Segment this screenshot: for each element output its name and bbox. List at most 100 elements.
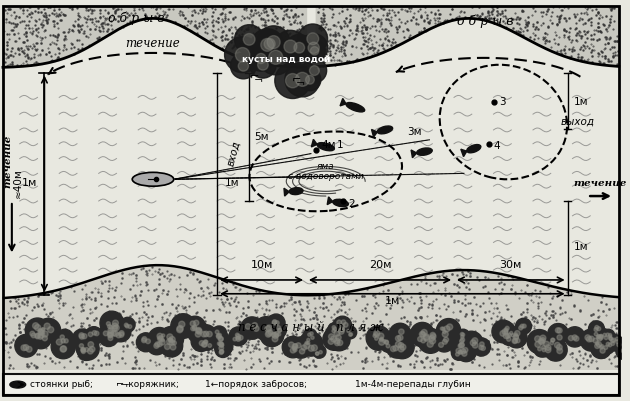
Circle shape (195, 325, 217, 347)
Circle shape (461, 333, 465, 336)
Circle shape (378, 333, 384, 339)
Circle shape (23, 344, 29, 350)
Circle shape (35, 324, 41, 331)
Circle shape (550, 341, 554, 345)
Circle shape (220, 344, 224, 347)
Circle shape (333, 327, 336, 331)
Circle shape (437, 324, 449, 336)
Circle shape (507, 327, 520, 339)
Text: 1м: 1м (573, 97, 588, 107)
Circle shape (191, 326, 195, 331)
Circle shape (60, 346, 66, 352)
Circle shape (502, 329, 508, 334)
Circle shape (592, 338, 606, 352)
Circle shape (538, 338, 544, 344)
Circle shape (307, 338, 310, 342)
Circle shape (108, 328, 113, 334)
Circle shape (515, 318, 532, 334)
Ellipse shape (377, 126, 392, 134)
Circle shape (33, 323, 38, 329)
Circle shape (89, 346, 95, 352)
Circle shape (589, 328, 609, 348)
Circle shape (100, 320, 122, 342)
Circle shape (606, 342, 610, 346)
Circle shape (472, 338, 478, 344)
Circle shape (274, 30, 307, 63)
Circle shape (323, 328, 345, 350)
Circle shape (231, 330, 245, 344)
Circle shape (597, 335, 600, 338)
Circle shape (290, 348, 295, 353)
Circle shape (219, 346, 224, 350)
Text: о б р ы в: о б р ы в (457, 14, 514, 28)
Text: 20м: 20м (369, 260, 391, 270)
Circle shape (88, 342, 94, 347)
Ellipse shape (289, 188, 303, 194)
Circle shape (159, 339, 165, 345)
Circle shape (60, 346, 67, 352)
Circle shape (292, 346, 297, 350)
Circle shape (294, 43, 304, 53)
Text: ⌐: ⌐ (117, 379, 125, 389)
Circle shape (200, 335, 215, 350)
Circle shape (169, 336, 175, 342)
Circle shape (625, 352, 629, 356)
Circle shape (214, 337, 229, 352)
Polygon shape (411, 150, 416, 158)
Circle shape (461, 335, 464, 338)
Circle shape (435, 332, 454, 352)
Circle shape (543, 334, 558, 349)
Circle shape (588, 321, 604, 336)
Circle shape (214, 336, 233, 355)
Circle shape (607, 334, 622, 350)
Circle shape (396, 341, 401, 347)
Circle shape (594, 332, 598, 336)
Circle shape (514, 335, 518, 339)
Ellipse shape (333, 199, 348, 207)
Circle shape (38, 332, 44, 338)
Circle shape (76, 340, 93, 357)
Circle shape (456, 348, 461, 353)
Circle shape (501, 329, 517, 345)
Circle shape (292, 344, 297, 349)
Circle shape (294, 344, 297, 348)
Circle shape (215, 330, 219, 334)
Circle shape (386, 344, 390, 348)
Circle shape (238, 335, 243, 340)
Circle shape (510, 332, 513, 334)
Circle shape (248, 46, 273, 71)
Circle shape (103, 319, 120, 334)
Circle shape (461, 332, 464, 336)
Circle shape (265, 326, 271, 332)
Circle shape (331, 320, 349, 338)
Circle shape (460, 339, 464, 343)
Circle shape (542, 348, 546, 352)
Circle shape (479, 345, 483, 350)
Circle shape (597, 328, 610, 342)
Polygon shape (461, 149, 467, 157)
Circle shape (343, 322, 348, 327)
Circle shape (266, 330, 272, 336)
Circle shape (384, 340, 388, 344)
Circle shape (39, 329, 44, 334)
Circle shape (277, 326, 280, 329)
Circle shape (218, 336, 223, 341)
Circle shape (197, 328, 202, 333)
Circle shape (511, 334, 514, 337)
Circle shape (344, 326, 357, 339)
Text: 10м: 10м (250, 260, 273, 270)
Circle shape (113, 325, 119, 331)
Text: течение: течение (125, 36, 180, 50)
Circle shape (171, 314, 195, 338)
Circle shape (535, 341, 541, 347)
Circle shape (340, 327, 345, 332)
Circle shape (506, 326, 527, 348)
Circle shape (606, 333, 609, 336)
Text: ¬: ¬ (120, 382, 129, 391)
Circle shape (308, 42, 319, 53)
Circle shape (25, 318, 50, 342)
Circle shape (616, 340, 619, 344)
Text: 3м: 3м (408, 127, 422, 137)
Circle shape (298, 24, 328, 53)
Circle shape (220, 350, 224, 354)
